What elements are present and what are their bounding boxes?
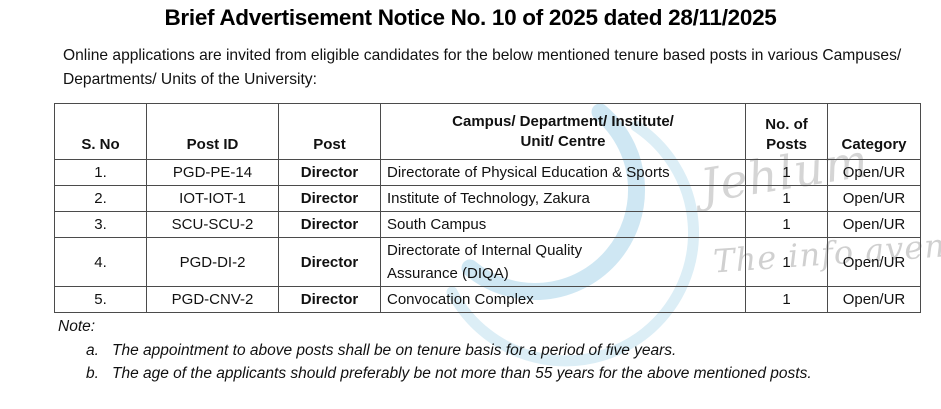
notes-section: Note: a. The appointment to above posts … bbox=[58, 318, 938, 385]
note-item: a. The appointment to above posts shall … bbox=[86, 339, 938, 362]
cell-category: Open/UR bbox=[827, 211, 921, 238]
cell-sno: 4. bbox=[54, 237, 147, 287]
cell-campus: Directorate of Internal Quality Assuranc… bbox=[380, 237, 746, 287]
column-header-campus: Campus/ Department/ Institute/ Unit/ Cen… bbox=[380, 103, 746, 160]
notes-label: Note: bbox=[58, 318, 96, 335]
cell-sno: 5. bbox=[54, 286, 147, 313]
cell-sno: 2. bbox=[54, 185, 147, 212]
cell-post: Director bbox=[278, 286, 381, 313]
cell-no-of-posts: 1 bbox=[745, 211, 828, 238]
cell-post-id: PGD-PE-14 bbox=[146, 159, 279, 186]
cell-campus: South Campus bbox=[380, 211, 746, 238]
table-row: 3. SCU-SCU-2 Director South Campus 1 Ope… bbox=[54, 211, 921, 238]
table-row: 4. PGD-DI-2 Director Directorate of Inte… bbox=[54, 237, 921, 287]
cell-post: Director bbox=[278, 185, 381, 212]
cell-post: Director bbox=[278, 211, 381, 238]
note-marker: a. bbox=[86, 342, 99, 359]
cell-campus-line1: Directorate of Internal Quality bbox=[387, 242, 583, 259]
cell-campus-line1: Convocation Complex bbox=[387, 291, 534, 308]
cell-post-id: PGD-CNV-2 bbox=[146, 286, 279, 313]
table-header-row: S. No Post ID Post Campus/ Department/ I… bbox=[54, 103, 921, 160]
cell-post-id: IOT-IOT-1 bbox=[146, 185, 279, 212]
cell-category: Open/UR bbox=[827, 237, 921, 287]
cell-campus-line2: Assurance (DIQA) bbox=[387, 265, 509, 282]
cell-sno: 3. bbox=[54, 211, 147, 238]
cell-no-of-posts: 1 bbox=[745, 159, 828, 186]
cell-category: Open/UR bbox=[827, 159, 921, 186]
cell-no-of-posts: 1 bbox=[745, 237, 828, 287]
cell-no-of-posts: 1 bbox=[745, 185, 828, 212]
cell-sno: 1. bbox=[54, 159, 147, 186]
cell-post-id: PGD-DI-2 bbox=[146, 237, 279, 287]
column-header-category: Category bbox=[827, 103, 921, 160]
cell-campus-line1: Directorate of Physical Education & Spor… bbox=[387, 164, 670, 181]
column-header-campus-line1: Campus/ Department/ Institute/ bbox=[452, 112, 674, 130]
cell-post: Director bbox=[278, 237, 381, 287]
column-header-post-id: Post ID bbox=[146, 103, 279, 160]
posts-table: S. No Post ID Post Campus/ Department/ I… bbox=[54, 103, 921, 313]
column-header-post: Post bbox=[278, 103, 381, 160]
table-row: 1. PGD-PE-14 Director Directorate of Phy… bbox=[54, 159, 921, 186]
column-header-no-of-posts: No. of Posts bbox=[745, 103, 828, 160]
cell-post-id: SCU-SCU-2 bbox=[146, 211, 279, 238]
page-title: Brief Advertisement Notice No. 10 of 202… bbox=[164, 5, 777, 30]
cell-campus-line1: Institute of Technology, Zakura bbox=[387, 190, 590, 207]
cell-category: Open/UR bbox=[827, 286, 921, 313]
note-text: The appointment to above posts shall be … bbox=[112, 342, 677, 359]
table-body: 1. PGD-PE-14 Director Directorate of Phy… bbox=[54, 159, 921, 313]
cell-campus: Institute of Technology, Zakura bbox=[380, 185, 746, 212]
cell-campus: Convocation Complex bbox=[380, 286, 746, 313]
intro-paragraph: Online applications are invited from eli… bbox=[63, 47, 902, 88]
note-text: The age of the applicants should prefera… bbox=[112, 365, 812, 382]
note-item: b. The age of the applicants should pref… bbox=[86, 362, 938, 385]
column-header-no-of-posts-line1: No. of bbox=[765, 116, 808, 133]
column-header-no-of-posts-line2: Posts bbox=[766, 136, 807, 153]
cell-campus: Directorate of Physical Education & Spor… bbox=[380, 159, 746, 186]
column-header-sno: S. No bbox=[54, 103, 147, 160]
cell-category: Open/UR bbox=[827, 185, 921, 212]
column-header-campus-line2: Unit/ Centre bbox=[520, 132, 606, 150]
cell-post: Director bbox=[278, 159, 381, 186]
table-row: 2. IOT-IOT-1 Director Institute of Techn… bbox=[54, 185, 921, 212]
note-marker: b. bbox=[86, 365, 99, 382]
cell-no-of-posts: 1 bbox=[745, 286, 828, 313]
table-row: 5. PGD-CNV-2 Director Convocation Comple… bbox=[54, 286, 921, 313]
cell-campus-line1: South Campus bbox=[387, 216, 487, 233]
table-header: S. No Post ID Post Campus/ Department/ I… bbox=[54, 103, 921, 160]
